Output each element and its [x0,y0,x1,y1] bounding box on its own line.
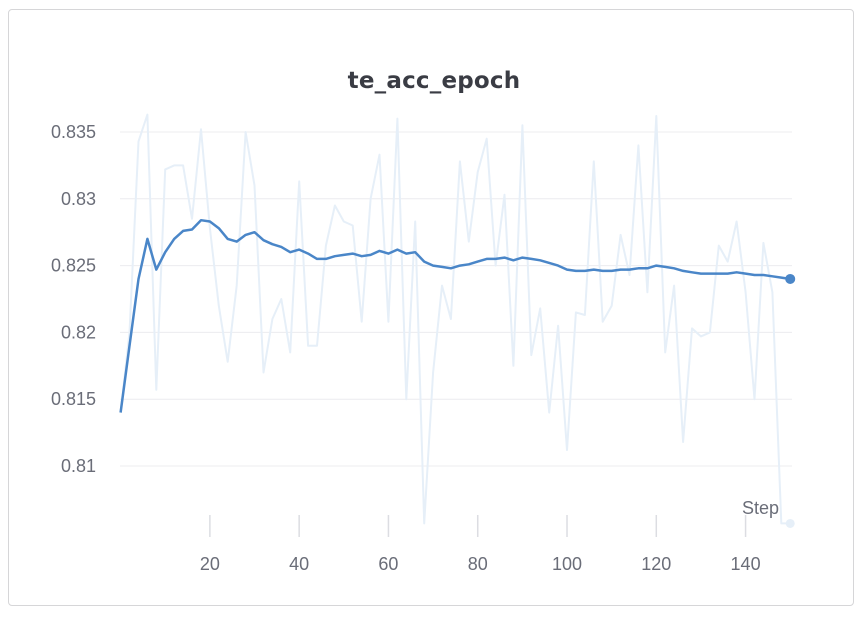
x-axis-label: Step [742,498,779,518]
x-tick-label: 80 [468,554,488,574]
y-tick-label: 0.825 [51,256,96,276]
chart-title: te_acc_epoch [347,68,521,94]
series-group [119,113,796,528]
smoothed-series-line [119,218,791,413]
x-axis-ticks: 20 40 60 80 100 120 140 [200,515,761,574]
raw-series-line [119,113,791,525]
y-tick-label: 0.82 [61,322,96,342]
x-tick-label: 140 [731,554,761,574]
smoothed-series-endpoint [785,273,796,284]
y-axis-ticks: 0.81 0.815 0.82 0.825 0.83 0.835 [51,122,96,476]
y-tick-label: 0.815 [51,389,96,409]
x-tick-label: 40 [289,554,309,574]
y-tick-label: 0.83 [61,189,96,209]
grid-lines [120,131,792,467]
y-tick-label: 0.835 [51,122,96,142]
y-tick-label: 0.81 [61,456,96,476]
raw-series-endpoint [785,518,795,528]
x-tick-label: 120 [641,554,671,574]
x-tick-label: 100 [552,554,582,574]
x-tick-label: 60 [378,554,398,574]
x-tick-label: 20 [200,554,220,574]
